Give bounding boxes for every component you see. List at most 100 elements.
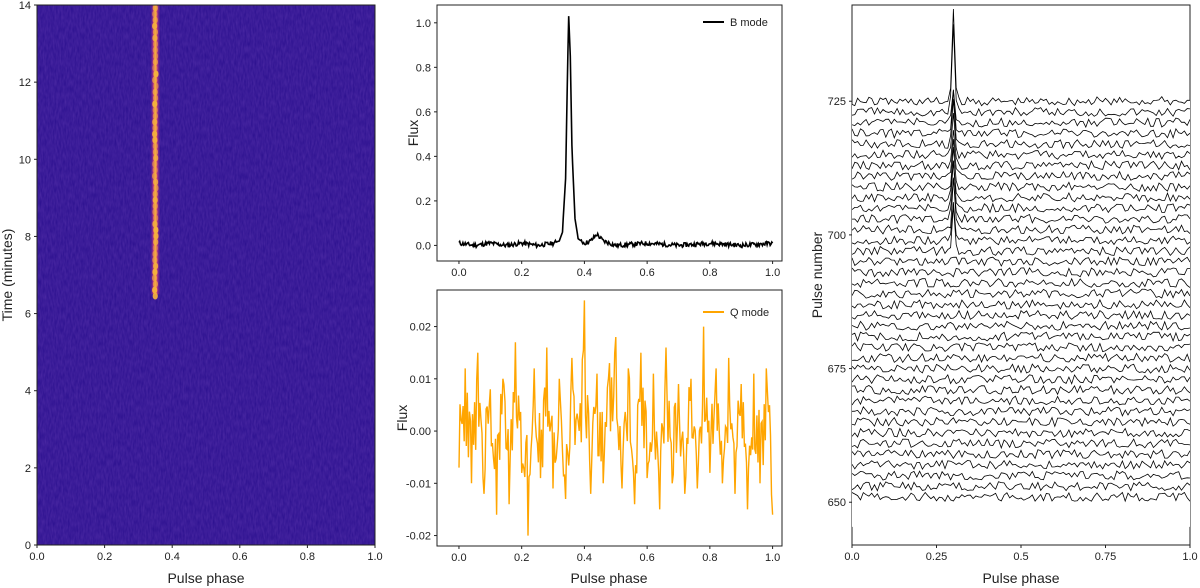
waterfall-pulse-line [852,8,1190,107]
heatmap-pulse-blob [152,136,158,144]
waterfall-pulse-line [852,24,1190,117]
y-tick-label: 4 [25,386,31,398]
x-tick-label: 0.6 [639,267,654,279]
heatmap-pulse-blob [151,274,158,282]
b-mode-series-line [458,16,774,250]
heatmap-pulse-blob [153,154,159,162]
b-mode-legend: B mode [703,17,768,29]
waterfall-pulse-line [852,352,1190,364]
waterfall-pulse-line [852,139,1190,182]
heatmap-noise [37,5,375,545]
x-tick-label: 0.4 [577,267,592,279]
x-tick-label: 0.5 [1013,551,1028,563]
x-tick-label: 0.0 [844,551,859,563]
y-tick-label: 0 [25,540,31,552]
heatmap-pulse-blob [152,208,158,216]
y-tick-label: 0.8 [416,62,431,74]
heatmap-pulse-blob [152,220,158,228]
x-tick-label: 0.0 [451,552,466,564]
heatmap-pulse-blob [152,286,158,294]
x-tick-label: 0.75 [1095,551,1116,563]
heatmap-pulse-blob [152,124,158,132]
heatmap-pulse-blob [152,118,158,126]
x-tick-label: 1.0 [765,552,780,564]
y-tick-label: 14 [19,0,31,12]
waterfall-occlusion [852,9,1190,132]
q-mode-legend-label: Q mode [730,307,769,319]
waterfall-pulse-line [852,395,1190,406]
waterfall-ylabel: Pulse number [809,231,825,318]
x-tick-label: 1.0 [765,267,780,279]
waterfall-pulse-line [852,363,1190,374]
heatmap-pulse-blob [152,244,158,252]
heatmap-pulse-blob [152,10,158,18]
heatmap-pulse-blob [153,70,159,78]
waterfall-pulse-line [852,438,1190,450]
y-tick-label: 0.02 [410,322,431,334]
y-tick-label: 10 [19,154,31,166]
waterfall-x-ticks: 0.0 0.25 0.5 0.75 1.0 [844,545,1198,563]
waterfall-pulse-line [852,160,1190,203]
heatmap-pulse-blob [152,142,158,150]
x-tick-label: 0.0 [451,267,466,279]
waterfall-pulse-line [852,416,1190,428]
y-tick-label: 0.4 [416,151,431,163]
x-tick-label: 0.2 [97,551,112,563]
b-mode-legend-label: B mode [730,17,768,29]
x-tick-label: 0.8 [702,267,717,279]
waterfall-pulse-line [852,459,1190,471]
b-mode-y-ticks: 0.0 0.2 0.4 0.6 0.8 1.0 [416,18,437,252]
waterfall-pulse-line [852,491,1190,503]
waterfall-pulse-line [852,112,1190,161]
heatmap-pulse-blob [152,196,158,204]
waterfall-pulse-line [852,384,1190,396]
waterfall-lines [852,8,1190,527]
q-mode-legend: Q mode [703,307,769,319]
waterfall-pulse-line [852,427,1190,439]
heatmap-pulse-blob [152,22,158,30]
q-mode-y-ticks: -0.02 -0.01 0.00 0.01 0.02 [406,322,437,543]
q-mode-series-line [458,300,774,536]
b-mode-x-ticks: 0.0 0.2 0.4 0.6 0.8 1.0 [451,261,780,279]
x-tick-label: 0.0 [29,551,44,563]
y-tick-label: 8 [25,231,31,243]
y-tick-label: 700 [828,230,846,242]
y-tick-label: 0.2 [416,196,431,208]
heatmap-pulse-blob [152,64,158,72]
heatmap-pulse-blob [152,40,159,48]
heatmap-pulse-blob [152,148,159,156]
heatmap-pulse-blob [152,190,158,198]
waterfall-occlusion [852,177,1190,260]
heatmap-pulse-blob [152,292,158,300]
heatmap-pulse-blob [152,106,158,114]
x-tick-label: 0.8 [702,552,717,564]
heatmap-pulse-blob [152,160,158,168]
y-tick-label: 0.00 [410,426,431,438]
heatmap-pulse-blob [152,4,158,12]
x-tick-label: 0.2 [514,267,529,279]
heatmap-pulse-blob [152,172,158,180]
heatmap-pulse-blob [152,16,158,24]
heatmap-pulse-blob [152,88,158,96]
y-tick-label: 725 [828,96,846,108]
heatmap-y-ticks: 0 2 4 6 8 10 12 14 [19,0,37,552]
heatmap-pulse-blob [152,34,158,42]
waterfall-pulse-line [852,298,1190,310]
waterfall-pulse-line [852,256,1190,267]
waterfall-occlusion [852,24,1190,142]
waterfall-pulse-line [852,470,1190,481]
y-tick-label: 2 [25,463,31,475]
y-tick-label: 675 [828,364,846,376]
q-mode-frame [436,289,783,547]
heatmap-pulse-blob [153,214,159,222]
q-mode-panel: 0.0 0.2 0.4 0.6 0.8 1.0 -0.02 -0.01 0.00 0.01 0.0… [394,289,783,586]
x-tick-label: 0.6 [232,551,247,563]
x-tick-label: 1.0 [1182,551,1197,563]
heatmap-pulse-blob [152,58,158,66]
heatmap-pulse-blob [152,112,158,120]
waterfall-pulse-line [852,374,1190,385]
waterfall-panel: 0.0 0.25 0.5 0.75 1.0 650 675 700 725 Pulse pha… [809,4,1198,586]
heatmap-pulse-blob [152,94,159,102]
waterfall-pulse-line [852,179,1190,225]
